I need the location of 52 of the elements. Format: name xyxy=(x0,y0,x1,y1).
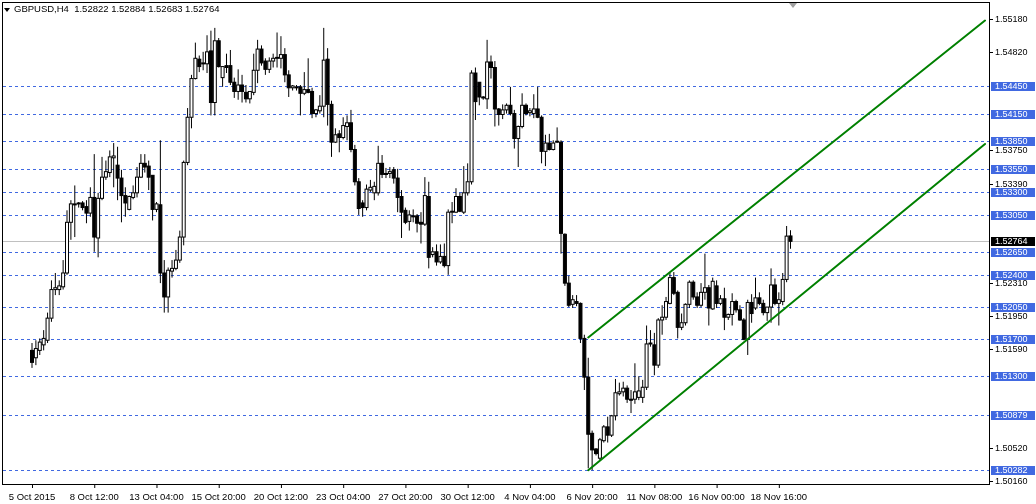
candlestick xyxy=(236,68,241,101)
candlestick xyxy=(527,107,532,117)
candlestick xyxy=(240,74,245,104)
ref-line-label: 1.53300 xyxy=(995,186,1028,197)
ref-line-label: 1.53850 xyxy=(995,135,1028,146)
ref-line-label: 1.54450 xyxy=(995,80,1028,91)
candlestick xyxy=(769,267,774,324)
chart-title: GBPUSD,H4 1.52822 1.52884 1.52683 1.52764 xyxy=(14,3,220,14)
x-tick-label: 6 Nov 20:00 xyxy=(566,490,618,502)
ref-line-label: 1.52764 xyxy=(995,235,1028,246)
x-tick-label: 11 Nov 08:00 xyxy=(626,490,683,502)
x-tick-label: 4 Nov 04:00 xyxy=(504,490,556,502)
candlestick xyxy=(438,243,443,265)
x-tick-label: 16 Nov 00:00 xyxy=(688,490,745,502)
ref-line-label: 1.52050 xyxy=(995,301,1028,312)
candlestick xyxy=(531,93,536,119)
x-tick-label: 15 Oct 20:00 xyxy=(191,490,246,502)
candlestick xyxy=(30,342,34,369)
candlestick xyxy=(72,184,77,238)
ref-line-label: 1.50879 xyxy=(995,409,1028,420)
x-tick-label: 20 Oct 12:00 xyxy=(253,490,309,502)
y-tick-label: 1.54820 xyxy=(995,46,1028,57)
ref-line-label: 1.54150 xyxy=(995,108,1028,119)
y-tick-label: 1.50520 xyxy=(995,442,1028,453)
x-tick-label: 30 Oct 12:00 xyxy=(440,490,495,502)
y-tick-label: 1.51950 xyxy=(995,310,1028,321)
candlestick xyxy=(135,166,140,198)
candlestick xyxy=(302,71,307,96)
x-tick-label: 23 Oct 04:00 xyxy=(315,490,371,502)
y-tick-label: 1.52310 xyxy=(995,277,1028,288)
y-tick-label: 1.51590 xyxy=(995,343,1028,354)
ref-line-label: 1.51700 xyxy=(995,333,1028,344)
ref-line-label: 1.51300 xyxy=(995,370,1028,381)
ref-line-label: 1.53050 xyxy=(995,209,1028,220)
ref-line-label: 1.52400 xyxy=(995,269,1028,280)
y-tick-label: 1.55180 xyxy=(995,13,1028,24)
candlestick xyxy=(33,339,38,366)
x-tick-label: 13 Oct 04:00 xyxy=(129,490,184,502)
candlestick xyxy=(383,167,388,179)
candlestick xyxy=(337,129,342,153)
y-tick-label: 1.53390 xyxy=(995,178,1028,189)
ref-line-label: 1.52650 xyxy=(995,246,1028,257)
x-tick-label: 8 Oct 12:00 xyxy=(69,490,119,502)
candlestick xyxy=(387,166,392,179)
y-tick-label: 1.50160 xyxy=(995,475,1028,486)
ref-line-label: 1.50282 xyxy=(995,464,1028,475)
x-tick-label: 5 Oct 2015 xyxy=(8,490,56,502)
x-tick-label: 18 Nov 16:00 xyxy=(750,490,808,502)
candlestick xyxy=(275,31,280,68)
ref-line-label: 1.53550 xyxy=(995,163,1028,174)
x-tick-label: 27 Oct 20:00 xyxy=(378,490,433,502)
y-tick-label: 1.53750 xyxy=(995,144,1028,155)
